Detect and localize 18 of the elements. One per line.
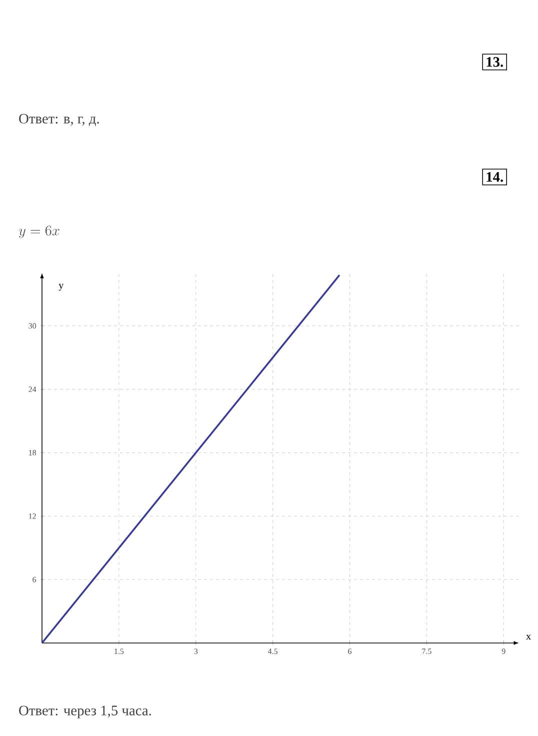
y-tick-label: 6 [32, 576, 36, 582]
y-tick-label: 24 [28, 386, 36, 392]
y-axis-title: y [58, 284, 64, 291]
text: 13. [486, 57, 503, 67]
text: Ответ: через 1,5 часа. [19, 706, 151, 718]
text: Ответ: в, г, д. [19, 114, 99, 126]
y-tick-label: 18 [29, 450, 36, 456]
chart-title: $y = 6x$ [18, 226, 60, 238]
x-tick-label: 6 [348, 648, 352, 654]
y-tick-label: 12 [29, 513, 36, 519]
y-tick-label: 30 [28, 323, 36, 329]
x-tick-label: 3 [194, 648, 198, 654]
x-tick-label: 7.5 [422, 648, 432, 654]
x-tick-label: 1.5 [114, 648, 124, 654]
text: 14. [486, 172, 503, 182]
x-axis-title: x [526, 634, 531, 640]
x-tick-label: 9 [502, 648, 506, 654]
x-tick-label: 4.5 [268, 648, 278, 654]
